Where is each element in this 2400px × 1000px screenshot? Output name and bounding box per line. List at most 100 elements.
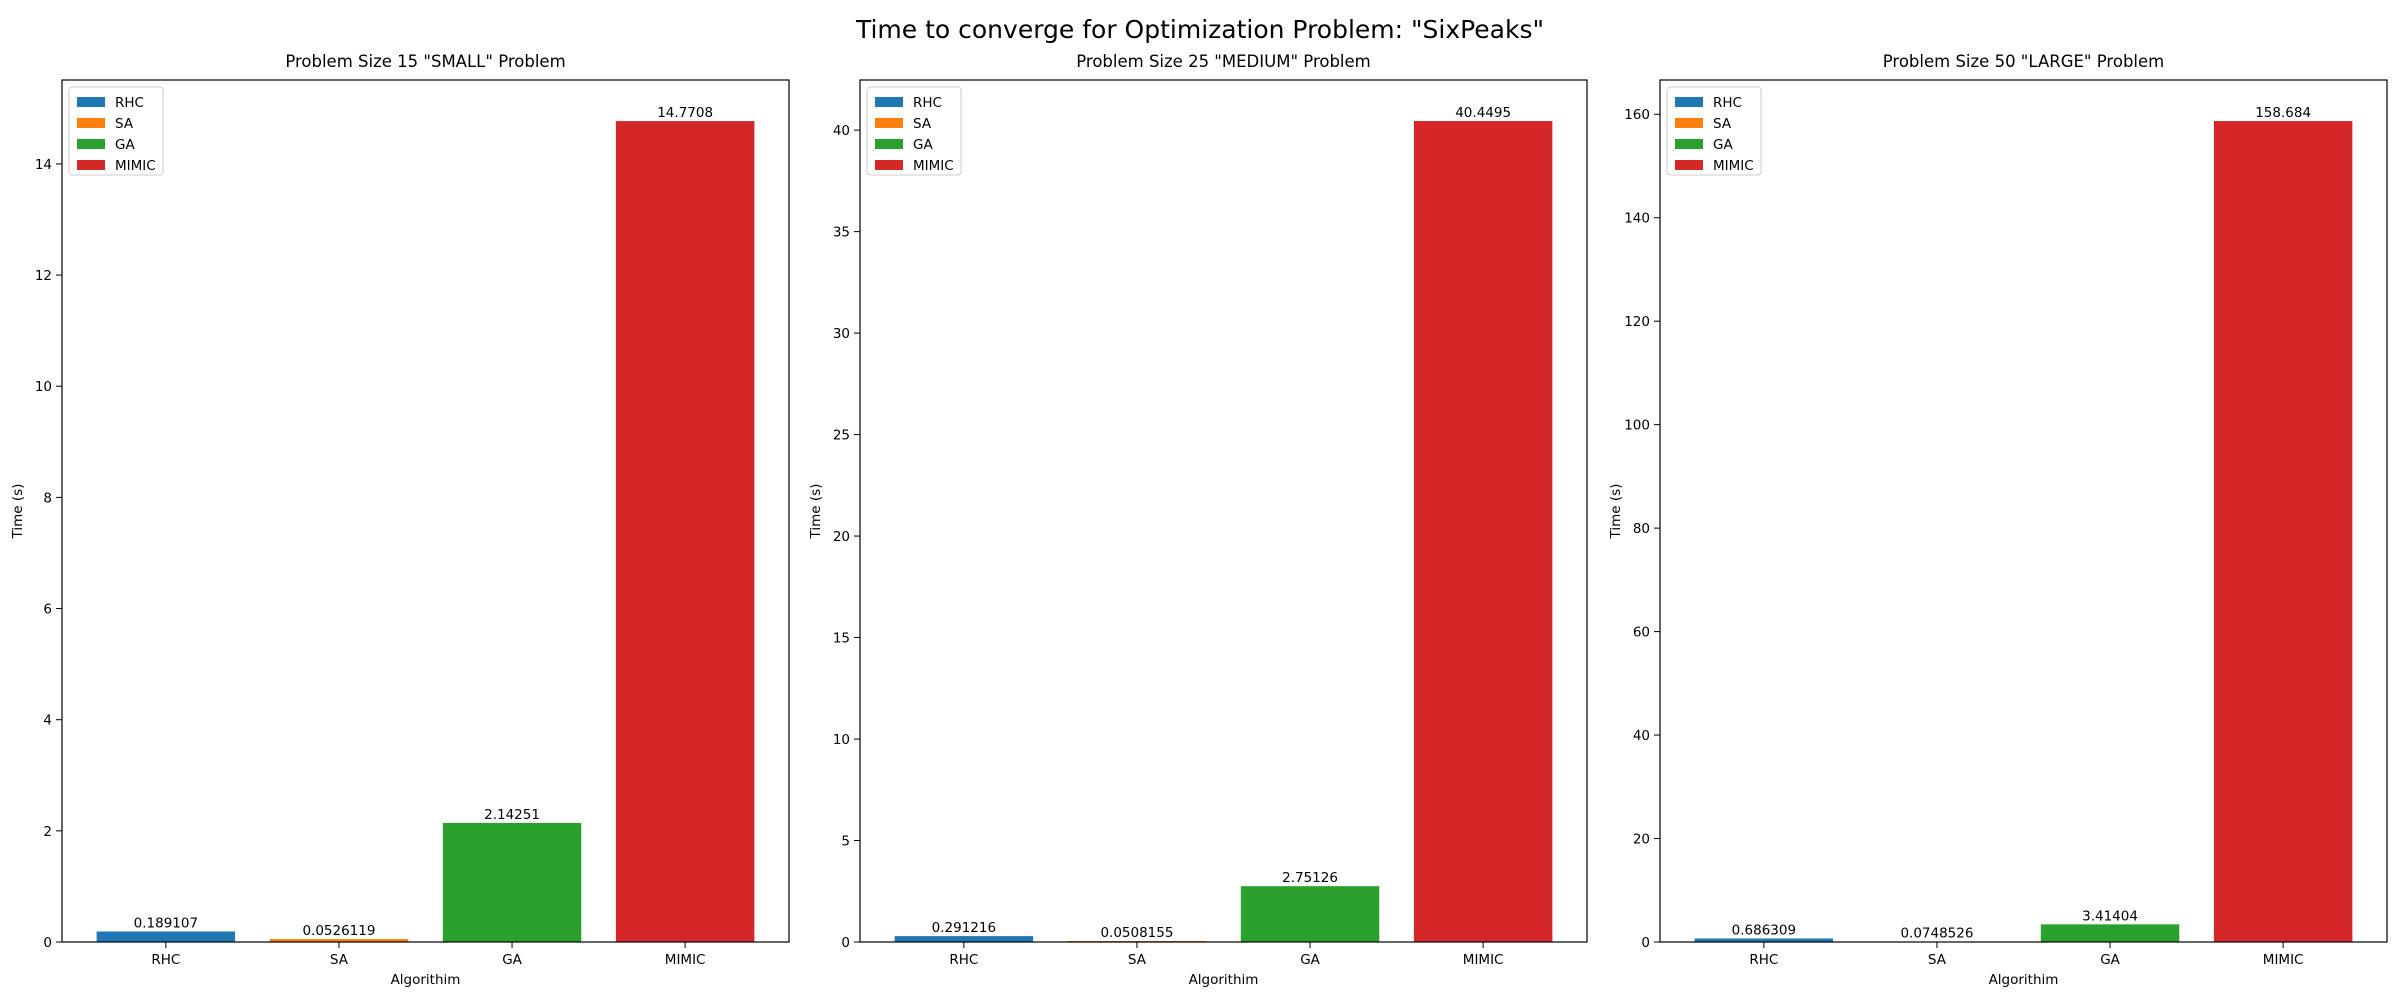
bar-value-label: 2.14251: [484, 807, 540, 823]
y-tick-label: 10: [833, 732, 850, 748]
x-tick-label: GA: [1300, 952, 1320, 968]
legend-label: MIMIC: [115, 158, 156, 174]
y-tick-label: 40: [833, 123, 850, 139]
y-axis-label: Time (s): [1608, 484, 1624, 540]
y-tick-label: 12: [35, 268, 52, 284]
legend-box: [68, 86, 164, 176]
bar-value-label: 0.686309: [1732, 922, 1796, 938]
legend-label: GA: [913, 137, 933, 153]
y-tick-label: 100: [1624, 418, 1650, 434]
x-tick-label: GA: [502, 952, 522, 968]
bar-sa: [269, 939, 409, 942]
bar-mimic: [615, 121, 755, 943]
plot-frame: [1659, 79, 2388, 943]
x-tick-label: SA: [1128, 952, 1147, 968]
x-tick-label: RHC: [1749, 952, 1778, 968]
figure-title: Time to converge for Optimization Proble…: [855, 15, 1544, 44]
y-tick-label: 160: [1624, 107, 1650, 123]
chart-title: Problem Size 50 "LARGE" Problem: [1883, 52, 2164, 71]
x-axis-label: Algorithim: [1989, 972, 2059, 988]
y-tick-label: 10: [35, 379, 52, 395]
legend-swatch-ga: [875, 139, 903, 149]
legend: RHC SA GA MIMIC: [68, 86, 164, 176]
y-tick-label: 40: [1633, 728, 1650, 744]
x-tick-label: SA: [1928, 952, 1947, 968]
y-tick-label: 14: [35, 157, 52, 173]
legend-label: SA: [1713, 116, 1732, 132]
legend-label: GA: [1713, 137, 1733, 153]
y-tick-label: 30: [833, 326, 850, 342]
bar-value-label: 0.291216: [932, 920, 996, 936]
y-axis-label: Time (s): [808, 484, 824, 540]
plot-frame: [61, 79, 790, 943]
y-tick-label: 20: [833, 529, 850, 545]
bar-rhc: [1694, 938, 1834, 942]
y-tick-label: 20: [1633, 832, 1650, 848]
bar-value-label: 158.684: [2255, 105, 2311, 121]
bar-ga: [2040, 924, 2180, 942]
y-tick-label: 0: [1641, 935, 1650, 951]
legend-swatch-ga: [1675, 139, 1703, 149]
y-tick-label: 60: [1633, 625, 1650, 641]
bar-value-label: 14.7708: [657, 105, 713, 121]
legend-swatch-sa: [77, 118, 105, 128]
legend-label: GA: [115, 137, 135, 153]
legend-swatch-sa: [1675, 118, 1703, 128]
chart-panel-3: Problem Size 50 "LARGE" Problem 0.686309 0…: [1608, 52, 2388, 988]
x-axis-label: Algorithim: [1189, 972, 1259, 988]
x-tick-label: MIMIC: [665, 952, 706, 968]
y-tick-label: 120: [1624, 314, 1650, 330]
bar-value-label: 3.41404: [2082, 908, 2138, 924]
bar-value-label: 0.189107: [134, 915, 198, 931]
y-tick-label: 0: [841, 935, 850, 951]
legend-label: SA: [115, 116, 134, 132]
y-tick-label: 6: [43, 602, 52, 618]
bar-value-label: 0.0748526: [1900, 926, 1973, 942]
legend-label: RHC: [913, 95, 942, 111]
bar-value-label: 40.4495: [1455, 105, 1511, 121]
legend-swatch-mimic: [77, 160, 105, 170]
y-tick-label: 80: [1633, 521, 1650, 537]
bar-ga: [442, 822, 582, 942]
y-tick-label: 25: [833, 428, 850, 444]
bar-mimic: [2213, 121, 2353, 942]
legend: RHC SA GA MIMIC: [866, 86, 962, 176]
bar-rhc: [894, 936, 1034, 942]
chart-panel-1: Problem Size 15 "SMALL" Problem 0.189107 0…: [10, 52, 790, 988]
y-tick-label: 140: [1624, 211, 1650, 227]
y-tick-label: 4: [43, 713, 52, 729]
x-tick-label: MIMIC: [1463, 952, 1504, 968]
legend-swatch-sa: [875, 118, 903, 128]
y-axis-label: Time (s): [10, 484, 26, 540]
x-tick-label: GA: [2100, 952, 2120, 968]
y-tick-label: 8: [43, 490, 52, 506]
legend-swatch-mimic: [875, 160, 903, 170]
legend-box: [1666, 86, 1762, 176]
x-tick-label: SA: [330, 952, 349, 968]
y-tick-label: 15: [833, 631, 850, 647]
legend-box: [866, 86, 962, 176]
legend-label: MIMIC: [1713, 158, 1754, 174]
plot-frame: [859, 79, 1588, 943]
x-tick-label: MIMIC: [2263, 952, 2304, 968]
legend-swatch-rhc: [875, 97, 903, 107]
x-tick-label: RHC: [151, 952, 180, 968]
legend-label: MIMIC: [913, 158, 954, 174]
y-tick-label: 0: [43, 935, 52, 951]
chart-title: Problem Size 25 "MEDIUM" Problem: [1076, 52, 1371, 71]
legend-swatch-rhc: [77, 97, 105, 107]
x-axis-label: Algorithim: [391, 972, 461, 988]
bar-value-label: 2.75126: [1282, 870, 1338, 886]
bar-rhc: [96, 931, 236, 942]
bar-ga: [1240, 886, 1380, 942]
legend-swatch-mimic: [1675, 160, 1703, 170]
chart-panels: Problem Size 15 "SMALL" Problem 0.189107 0…: [10, 52, 2388, 988]
legend-swatch-rhc: [1675, 97, 1703, 107]
legend-label: SA: [913, 116, 932, 132]
y-tick-label: 2: [43, 824, 52, 840]
bar-mimic: [1413, 121, 1553, 942]
legend: RHC SA GA MIMIC: [1666, 86, 1762, 176]
y-tick-label: 5: [841, 834, 850, 850]
legend-label: RHC: [115, 95, 144, 111]
